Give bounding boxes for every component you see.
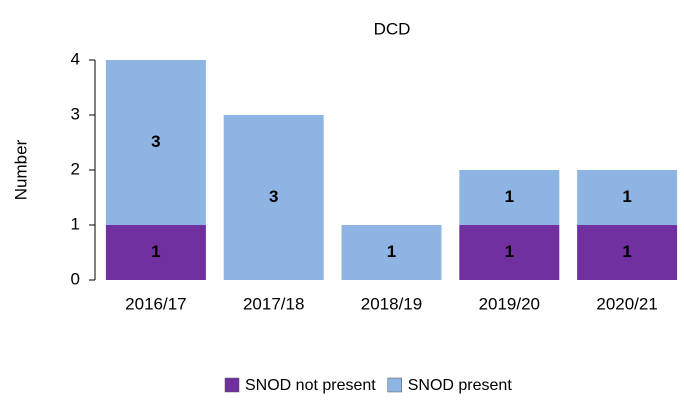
- value-label: 1: [387, 242, 396, 261]
- legend-label: SNOD not present: [245, 377, 376, 394]
- y-tick-label: 2: [71, 159, 80, 178]
- y-axis-label: Number: [11, 139, 30, 200]
- value-label: 1: [622, 187, 631, 206]
- x-tick-label: 2019/20: [479, 294, 540, 313]
- value-label: 1: [505, 187, 514, 206]
- legend-label: SNOD present: [408, 377, 513, 394]
- bar-segment: [105, 60, 206, 225]
- bar-segment: [577, 225, 678, 280]
- y-tick-label: 0: [71, 269, 80, 288]
- bar-segment: [459, 170, 560, 225]
- x-tick-label: 2016/17: [125, 294, 186, 313]
- bar-segment: [577, 170, 678, 225]
- x-tick-label: 2017/18: [243, 294, 304, 313]
- bar-segment: [341, 225, 442, 280]
- x-tick-label: 2020/21: [596, 294, 657, 313]
- value-label: 1: [151, 242, 160, 261]
- bar-segment: [459, 225, 560, 280]
- value-label: 1: [505, 242, 514, 261]
- bar-segment: [105, 225, 206, 280]
- bar-segment: [223, 115, 324, 280]
- legend-swatch: [387, 377, 402, 393]
- chart-title: DCD: [374, 19, 411, 38]
- value-label: 3: [151, 132, 160, 151]
- value-label: 1: [622, 242, 631, 261]
- y-tick-label: 3: [71, 104, 80, 123]
- y-tick-label: 4: [71, 49, 80, 68]
- x-tick-label: 2018/19: [361, 294, 422, 313]
- y-tick-label: 1: [71, 214, 80, 233]
- legend-swatch: [224, 377, 240, 393]
- value-label: 3: [269, 187, 278, 206]
